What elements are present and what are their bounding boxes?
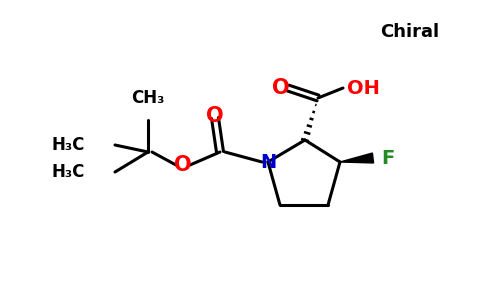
Text: H₃C: H₃C	[51, 136, 85, 154]
Text: CH₃: CH₃	[131, 89, 165, 107]
Text: O: O	[272, 78, 290, 98]
Text: Chiral: Chiral	[380, 23, 439, 41]
Text: O: O	[174, 155, 192, 175]
Text: N: N	[260, 152, 276, 172]
Polygon shape	[340, 153, 374, 163]
Text: OH: OH	[347, 79, 379, 98]
Text: H₃C: H₃C	[51, 163, 85, 181]
Text: F: F	[381, 148, 394, 167]
Text: O: O	[206, 106, 224, 126]
